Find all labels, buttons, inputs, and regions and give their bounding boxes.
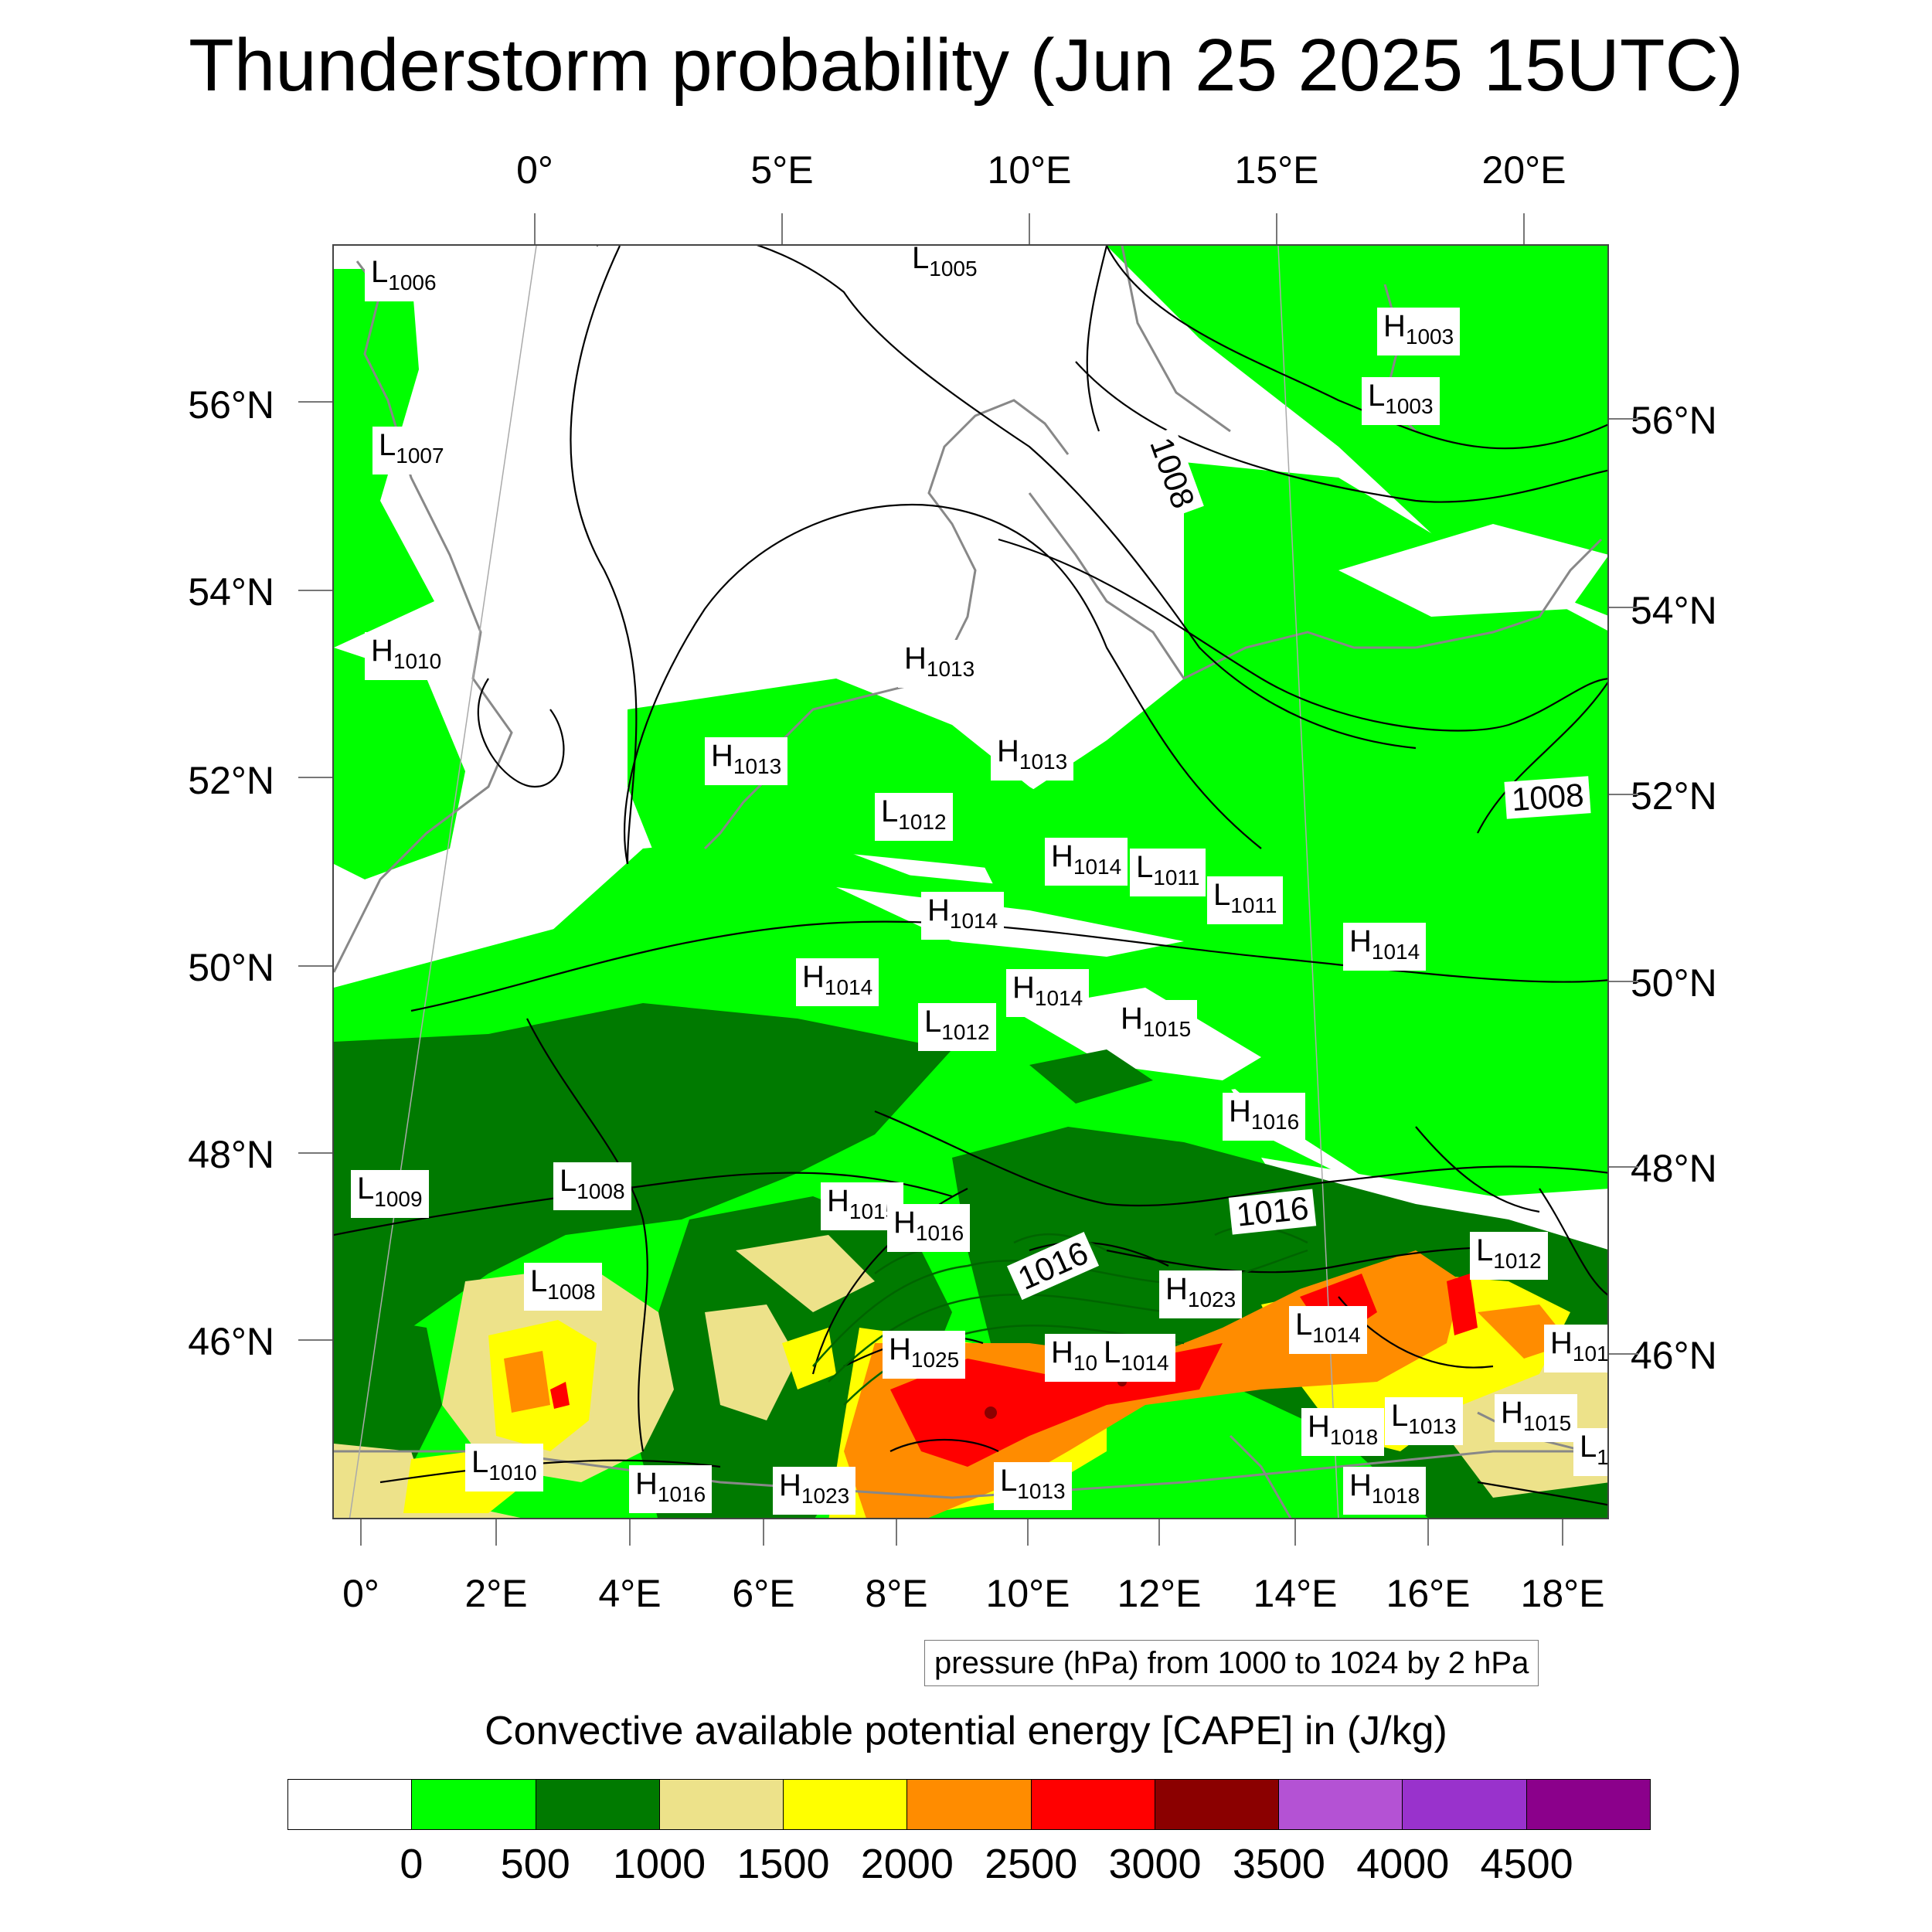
- pressure-label: L1012: [918, 1003, 996, 1051]
- pressure-label: L1011: [1130, 849, 1206, 896]
- isobar-legend: pressure (hPa) from 1000 to 1024 by 2 hP…: [924, 1640, 1539, 1686]
- bottom-tick: 4°E: [598, 1572, 662, 1615]
- pressure-label: L1013: [1385, 1397, 1463, 1445]
- pressure-label: H1018: [1301, 1408, 1385, 1456]
- colorbar-label: 3500: [1232, 1841, 1325, 1887]
- pressure-label: H1013: [898, 640, 981, 688]
- pressure-label: H1014: [796, 958, 879, 1006]
- colorbar-label: 1000: [613, 1841, 706, 1887]
- pressure-label: H1014: [921, 892, 1005, 940]
- pressure-label: H1016: [629, 1465, 713, 1513]
- pressure-label: L1008: [553, 1162, 631, 1210]
- left-tick: 56°N: [188, 383, 274, 427]
- top-tick: 10°E: [987, 148, 1072, 192]
- colorbar-segment: [784, 1780, 908, 1829]
- colorbar-segment: [1279, 1780, 1403, 1829]
- bottom-tick: 10°E: [985, 1572, 1070, 1615]
- pressure-label: L1011: [1207, 876, 1284, 924]
- colorbar-title: Convective available potential energy [C…: [485, 1709, 1447, 1753]
- pressure-label: H1015: [1495, 1394, 1578, 1442]
- top-tick: 20°E: [1481, 148, 1566, 192]
- pressure-label: L1014: [1289, 1306, 1367, 1354]
- colorbar-segment: [412, 1780, 536, 1829]
- right-tick: 46°N: [1631, 1334, 1717, 1377]
- bottom-tick: 0°: [342, 1572, 379, 1615]
- colorbar-label: 2500: [985, 1841, 1078, 1887]
- pressure-label: H1014: [1045, 838, 1128, 886]
- colorbar-segment: [1403, 1780, 1527, 1829]
- pressure-label: H10: [1045, 1334, 1104, 1382]
- pressure-label: H1016: [887, 1204, 971, 1252]
- pressure-label: L1010: [465, 1444, 543, 1492]
- isobar-label: 1008: [1504, 776, 1591, 819]
- right-tick: 56°N: [1631, 399, 1717, 442]
- colorbar-label: 4000: [1356, 1841, 1450, 1887]
- pressure-label: H1025: [883, 1331, 966, 1379]
- colorbar-segment: [288, 1780, 413, 1829]
- pressure-label: H1023: [1159, 1270, 1243, 1318]
- pressure-label: L1005: [906, 246, 984, 287]
- right-tick: 52°N: [1631, 774, 1717, 818]
- pressure-label: L1007: [372, 427, 451, 474]
- bottom-tick: 8°E: [865, 1572, 928, 1615]
- pressure-label: H1015: [1114, 1000, 1198, 1048]
- left-tick: 50°N: [188, 946, 274, 989]
- pressure-label: H1003: [1377, 308, 1461, 355]
- colorbar-segment: [1155, 1780, 1280, 1829]
- left-tick: 46°N: [188, 1320, 274, 1363]
- pressure-label: L1013: [994, 1462, 1072, 1510]
- colorbar-segment: [1031, 1780, 1155, 1829]
- pressure-label: L1014: [1097, 1334, 1175, 1382]
- left-tick: 48°N: [188, 1133, 274, 1176]
- colorbar-segment: [907, 1780, 1032, 1829]
- map-title: Thunderstorm probability (Jun 25 2025 15…: [189, 24, 1743, 107]
- left-tick: 54°N: [188, 570, 274, 614]
- colorbar-segment: [536, 1780, 660, 1829]
- right-tick: 48°N: [1631, 1147, 1717, 1190]
- colorbar: [287, 1779, 1651, 1830]
- cape-field: [334, 246, 1607, 1518]
- bottom-tick: 6°E: [732, 1572, 795, 1615]
- colorbar-segment: [1526, 1780, 1650, 1829]
- top-tick: 5°E: [750, 148, 814, 192]
- bottom-tick: 16°E: [1386, 1572, 1471, 1615]
- bottom-tick: 18°E: [1520, 1572, 1605, 1615]
- top-tick: 0°: [516, 148, 553, 192]
- pressure-label: L1003: [1362, 377, 1440, 425]
- pressure-label: H1013: [991, 733, 1074, 781]
- map-panel[interactable]: L1006 L1005 H1003 L1003 L1007 H1010 H101…: [332, 244, 1609, 1519]
- colorbar-label: 1500: [736, 1841, 830, 1887]
- pressure-label: H1016: [1223, 1093, 1306, 1141]
- pressure-label: L1: [1573, 1428, 1607, 1476]
- pressure-label: L1009: [351, 1170, 429, 1218]
- top-tick: 15°E: [1234, 148, 1319, 192]
- colorbar-label: 500: [500, 1841, 570, 1887]
- pressure-label: L1006: [365, 253, 443, 301]
- pressure-label: H1018: [1343, 1467, 1427, 1515]
- bottom-tick: 2°E: [464, 1572, 528, 1615]
- bottom-tick: 14°E: [1253, 1572, 1338, 1615]
- pressure-label: L1012: [1470, 1232, 1548, 1280]
- pressure-label: H1014: [1343, 923, 1427, 971]
- pressure-label: H1013: [705, 737, 788, 785]
- left-tick: 52°N: [188, 759, 274, 802]
- bottom-tick: 12°E: [1117, 1572, 1202, 1615]
- right-tick: 54°N: [1631, 589, 1717, 632]
- pressure-label: H1014: [1006, 969, 1090, 1017]
- pressure-label: H1023: [773, 1467, 856, 1515]
- colorbar-label: 3000: [1108, 1841, 1202, 1887]
- right-tick: 50°N: [1631, 961, 1717, 1005]
- pressure-label: H1010: [365, 632, 448, 680]
- pressure-label: H101: [1544, 1325, 1607, 1372]
- colorbar-label: 0: [400, 1841, 423, 1887]
- pressure-label: L1012: [875, 793, 953, 841]
- colorbar-label: 4500: [1480, 1841, 1573, 1887]
- colorbar-label: 2000: [860, 1841, 954, 1887]
- pressure-label: L1008: [524, 1263, 602, 1311]
- colorbar-segment: [659, 1780, 784, 1829]
